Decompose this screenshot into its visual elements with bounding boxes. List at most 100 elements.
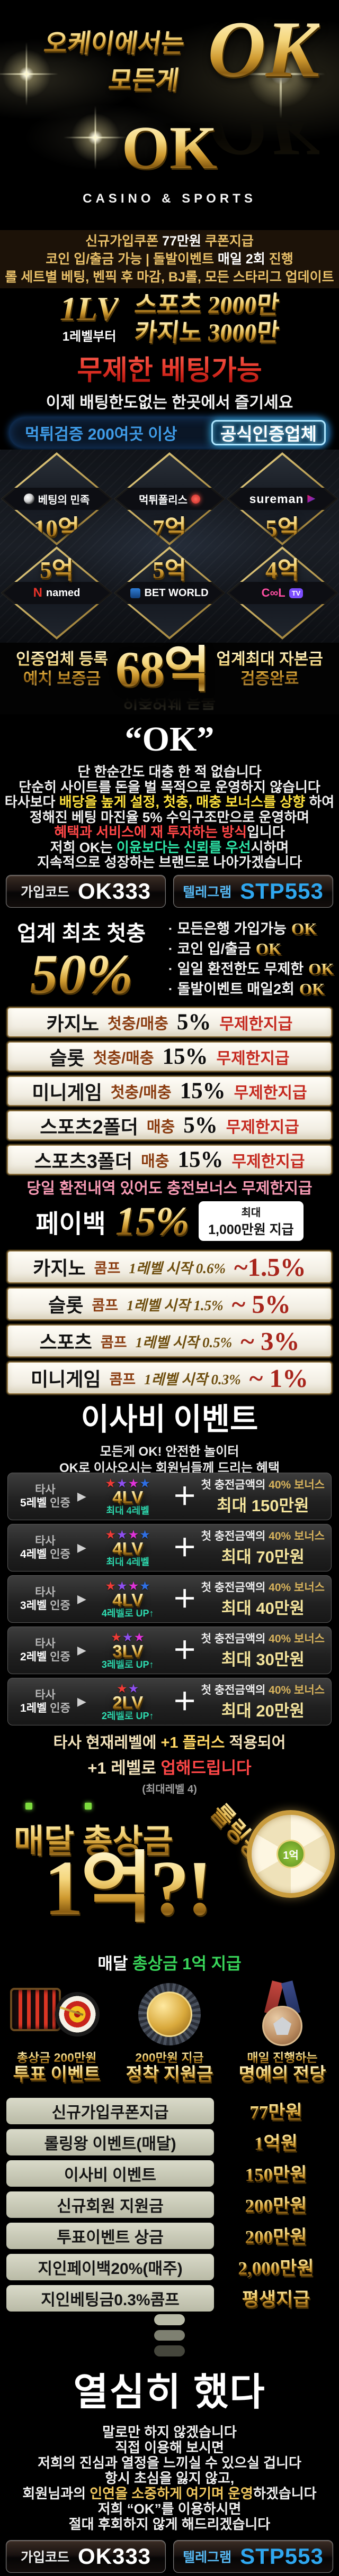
dot-icon	[154, 2330, 185, 2341]
telegram-code-button[interactable]: 텔레그램 STP553	[173, 875, 333, 908]
bonus-percent: 15%	[162, 1044, 208, 1069]
monthly-events: 총상금 200만원 투표 이벤트 200만원 지급 정착 지원금 매일 진행하는…	[0, 1978, 339, 2095]
led-board-icon	[10, 1988, 61, 2031]
summary-row: 롤링왕 이벤트(매달) 1억원	[6, 2129, 333, 2155]
first-charge-left: 업계 최초 첫충 50%	[5, 916, 158, 1002]
tier-max-amount: 최대 30만원	[221, 1650, 305, 1669]
mission-line: 지속적으로 성장하는 브랜드로 나아가겠습니다	[37, 854, 302, 871]
bonus-percent: 15%	[177, 1147, 224, 1172]
game-label: 슬롯	[49, 1047, 85, 1069]
site-card: 먹튀폴리스 7억	[114, 452, 225, 545]
level-limits: 스포츠 2000만 카지노 3000만	[133, 291, 281, 346]
medallion-icon	[138, 1983, 201, 2045]
event-caption-top: 매일 진행하는	[226, 2050, 339, 2065]
site-card: BET WORLD 5억	[114, 546, 225, 640]
arrow-right-icon: ▶	[77, 1489, 86, 1503]
bonus-row: 미니게임 첫충/매충 15% 무제한지급	[7, 1076, 332, 1106]
moving-tier-table: 타사 5레벨 인증 ▶ ★ ★ ★ ★ 4LV 최대 4레벨 ＋ 첫 충전금액의 40…	[0, 1470, 339, 1727]
tier-row: 타사 4레벨 인증 ▶ ★ ★ ★ ★ 4LV 최대 4레벨 ＋ 첫 충전금액의 40…	[7, 1523, 332, 1572]
verified-sites-grid: 베팅의 민족 10억 먹튀폴리스 7억 sureman	[0, 450, 339, 643]
summary-label: 신규가입쿠폰지급	[6, 2097, 214, 2124]
event-item: 200만원 지급 정착 지원금	[113, 1978, 226, 2085]
telegram-code-button[interactable]: 텔레그램 STP553	[173, 2540, 333, 2573]
dot-icon	[154, 2314, 185, 2325]
medal-icon	[262, 2006, 302, 2046]
summary-value: 평생지급	[219, 2285, 333, 2312]
site-deposit-amount: 5억	[114, 551, 225, 585]
site-deposit-amount: 5억	[1, 551, 112, 585]
first-charge-title: 업계 최초 첫충	[17, 921, 146, 945]
benefit-line: 돌발이벤트 매일2회 OK	[168, 979, 334, 999]
summary-value: 1억원	[219, 2129, 333, 2155]
tier-level-note: 최대 4레벨	[106, 1556, 149, 1567]
summary-label: 투표이벤트 상금	[6, 2222, 214, 2249]
event-caption-bottom: 명예의 전당	[226, 2065, 339, 2085]
plus-icon: ＋	[172, 1687, 197, 1715]
led-dot-icon	[85, 1803, 92, 1810]
bonus-note: 무제한지급	[231, 1153, 305, 1171]
dot-icon	[154, 2345, 185, 2357]
signup-code-button[interactable]: 가입코드 OK333	[6, 875, 166, 908]
mission-line: 저희 OK는 이윤보다는 신뢰를 우선시하며	[50, 839, 289, 855]
led-dot-icon	[25, 1803, 32, 1810]
site-logo: named	[1, 582, 112, 604]
hard-work-title: 열심히 했다	[73, 2371, 266, 2414]
summary-row: 지인베팅금0.3%콤프 평생지급	[6, 2285, 333, 2312]
level-left: 1LV 1레벨부터	[59, 290, 119, 344]
mission-line: 타사보다 배당을 높게 설정, 첫충, 매충 보너스를 상향 하여	[4, 794, 335, 810]
plus-icon: ＋	[172, 1533, 197, 1561]
comp-max-rate: ~ 3%	[240, 1326, 300, 1356]
tier-bonus: 첫 충전금액의 40% 보너스 최대 150만원	[201, 1479, 325, 1515]
rolling-king-section: 매달 총상금 롤링왕 1억 1억?! 매달 총상금 1억 지급	[0, 1798, 339, 1978]
brand-quote: “OK”	[124, 719, 215, 759]
site-card: named 5억	[1, 546, 112, 640]
payback-label: 페이백	[35, 1210, 106, 1238]
event-caption-top: 총상금 200만원	[1, 2050, 113, 2065]
rolling-subtitle: 매달 총상금 1억 지급	[97, 1954, 242, 1973]
tier-result: ★ ★ ★ ★ 4LV 최대 4레벨	[87, 1477, 168, 1515]
level-value: 1LV	[59, 290, 119, 327]
bonus-note: 무제한지급	[216, 1049, 290, 1067]
closing-line: 말로만 하지 않겠습니다	[102, 2424, 237, 2440]
ok-stamp: OK	[308, 959, 334, 978]
site-deposit-amount: 5억	[227, 509, 338, 543]
benefit-line: 일일 환전한도 무제한 OK	[168, 959, 334, 979]
site-name: BET WORLD	[144, 587, 209, 599]
summary-value: 2,000만원	[219, 2253, 333, 2280]
tier-result: ★ ★ ★ 3LV 3레벨로 UP↑	[87, 1631, 168, 1669]
deposit-amount: 68억	[115, 641, 210, 697]
game-label: 미니게임	[30, 1368, 101, 1390]
first-charge-bullets: 모든은행 가입가능 OK 코인 입/출금 OK 일일 환전한도 무제한 OK 돌…	[168, 919, 334, 999]
summary-value: 77만원	[219, 2097, 333, 2124]
site-deposit-amount: 7억	[114, 509, 225, 543]
tier-level-value: 4LV	[87, 1591, 168, 1609]
closing-statement: 말로만 하지 않겠습니다 직접 이용해 보시면 저희의 진심과 열정을 느끼실 수 …	[0, 2420, 339, 2536]
comp-label: 콤프	[94, 1260, 121, 1276]
moving-event-header: 이사비 이벤트 모든게 OK! 안전한 놀이터 OK로 이사오시는 회원님들께 …	[0, 1399, 339, 1475]
official-badge: 공식인증업체	[211, 419, 326, 445]
bonus-type: 첫충/매충	[93, 1049, 154, 1067]
payback-max-box: 최대 1,000만원 지급	[199, 1201, 304, 1241]
bonus-footnote: 당일 환전내역 있어도 충전보너스 무제한지급	[26, 1180, 313, 1197]
tier-level-value: 2LV	[87, 1694, 168, 1711]
site-deposit-amount: 10억	[1, 509, 112, 543]
signup-code-label: 가입코드	[20, 885, 69, 900]
code-buttons: 가입코드 OK333 텔레그램 STP553	[0, 870, 339, 912]
moving-event-title: 이사비 이벤트	[81, 1402, 258, 1437]
tier-bonus: 첫 충전금액의 40% 보너스 최대 40만원	[201, 1582, 325, 1618]
plus-level-note: 타사 현재레벨에 +1 플러스 적용되어 +1 레벨로 업해드립니다 (최대레벨…	[53, 1734, 286, 1795]
summary-label: 지인베팅금0.3%콤프	[6, 2285, 214, 2312]
payback-percent: 15%	[115, 1199, 190, 1244]
closing-line: 항시 초심을 잃지 않고,	[104, 2470, 235, 2486]
summary-row: 신규가입쿠폰지급 77만원	[6, 2097, 333, 2124]
deposit-right-label: 업계최대 자본금 검증완료	[216, 651, 323, 688]
closing-line: 회원님과의 인연을 소중하게 여기며 운영하겠습니다	[22, 2485, 317, 2501]
site-name: C∞L	[261, 586, 286, 599]
hero-tagline-1: 오케이에서는	[42, 22, 188, 59]
footer-code-buttons: 가입코드 OK333 텔레그램 STP553	[0, 2536, 339, 2576]
hero-ok-3d: OK	[208, 5, 320, 94]
signup-code-button[interactable]: 가입코드 OK333	[6, 2540, 166, 2573]
comp-row: 슬롯 콤프 1레벨 시작 1.5% ~ 5%	[7, 1287, 332, 1320]
tier-level-note: 4레벨로 UP↑	[101, 1607, 154, 1619]
